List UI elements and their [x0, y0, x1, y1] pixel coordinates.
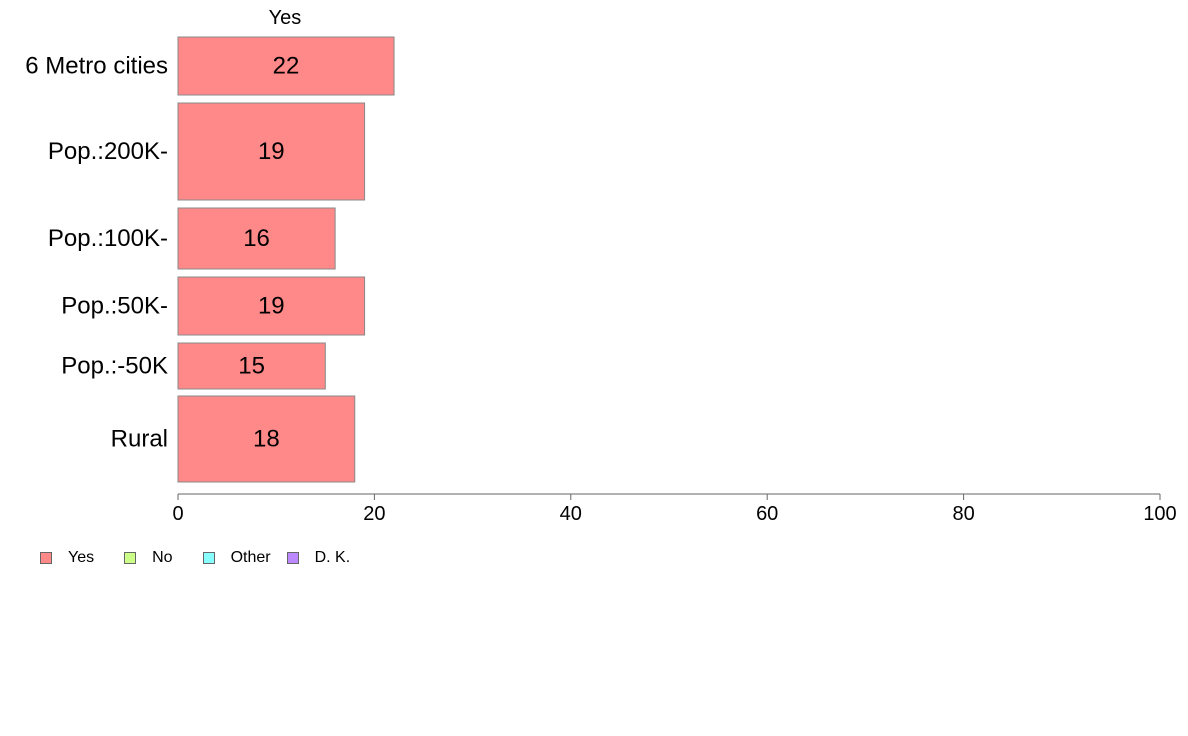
category-label: 6 Metro cities [25, 53, 168, 80]
legend: Yes No Other D. K. [40, 549, 350, 567]
category-label: Rural [111, 426, 168, 453]
legend-swatch [286, 552, 299, 564]
legend-label: Yes [68, 549, 95, 566]
segment-header: Yes [269, 7, 302, 29]
segment-header-layer: Yes [269, 7, 302, 29]
bar-yes [177, 342, 326, 390]
legend-item: Other [202, 549, 271, 567]
legend-swatch [124, 552, 137, 564]
x-tick-label: 0 [172, 503, 183, 525]
bar-yes [177, 395, 356, 483]
x-tick-label: 20 [363, 503, 385, 525]
bar-yes [177, 102, 366, 201]
legend-swatch [202, 552, 215, 564]
x-axis: 0 20 40 60 80 100 [172, 493, 1177, 525]
x-tick-label: 60 [756, 503, 778, 525]
bar-yes [177, 36, 395, 96]
data-label: 22 [273, 53, 300, 80]
legend-label: No [152, 549, 173, 566]
data-label: 18 [253, 426, 280, 453]
data-label: 19 [258, 138, 285, 165]
bar-yes [177, 276, 366, 336]
category-label: Pop.:200K- [48, 138, 168, 165]
data-label: 19 [258, 293, 285, 320]
x-tick-label: 40 [560, 503, 582, 525]
category-label: Pop.:50K- [61, 293, 168, 320]
x-tick-label: 80 [952, 503, 974, 525]
category-label: Pop.:100K- [48, 225, 168, 252]
legend-item: D. K. [286, 549, 351, 567]
legend-label: Other [230, 549, 271, 566]
category-label: Pop.:-50K [61, 353, 168, 380]
bars-layer: 6 Metro cities 22 Pop.:200K- 19 Pop.:100K- 16… [25, 36, 395, 483]
bar-yes [177, 207, 336, 270]
data-label: 16 [243, 225, 270, 252]
data-label: 15 [238, 353, 265, 380]
legend-label: D. K. [314, 549, 351, 566]
legend-item: No [124, 549, 173, 567]
legend-item: Yes [40, 549, 94, 567]
legend-swatch [40, 552, 52, 564]
x-tick-label: 100 [1143, 503, 1176, 525]
